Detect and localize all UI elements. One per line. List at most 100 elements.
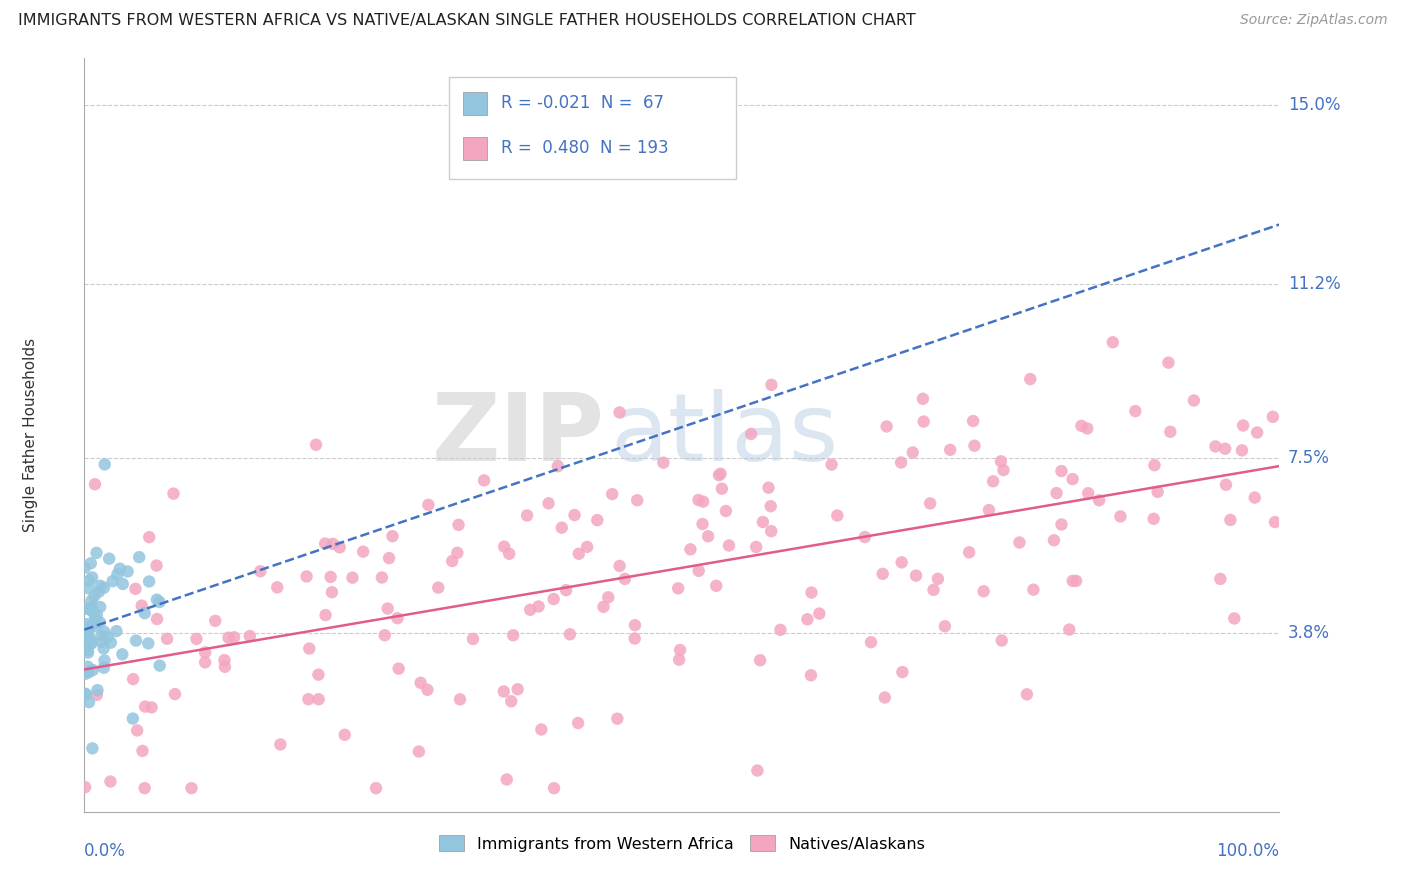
Point [128,550,150,565]
Point [89,579,111,593]
Point [388,662,411,676]
Point [107,567,129,582]
Point [1043,533,1066,548]
Point [387,611,409,625]
Point [494,540,516,554]
Point [912,415,935,429]
Point [1101,335,1123,350]
Text: 7.5%: 7.5% [1288,450,1330,467]
Point [136,636,159,650]
Point [609,558,631,573]
Point [214,653,236,667]
Point [679,542,702,557]
Point [321,585,343,599]
Point [1077,486,1099,500]
Point [97,630,120,644]
Point [111,577,134,591]
Point [495,772,517,787]
Point [89,615,111,630]
Point [305,438,328,452]
Point [1050,464,1073,478]
Point [117,565,139,579]
Text: 15.0%: 15.0% [1288,96,1340,114]
Point [249,564,271,578]
Point [623,632,645,646]
Point [745,540,768,554]
Point [308,692,330,706]
Point [80,594,103,608]
Point [609,405,631,419]
Point [688,492,710,507]
Point [1213,442,1236,456]
Point [77,630,100,644]
Point [146,592,169,607]
Point [1088,493,1111,508]
Point [121,712,143,726]
Text: IMMIGRANTS FROM WESTERN AFRICA VS NATIVE/ALASKAN SINGLE FATHER HOUSEHOLDS CORREL: IMMIGRANTS FROM WESTERN AFRICA VS NATIVE… [18,13,917,29]
Point [418,498,440,512]
Point [939,442,962,457]
Point [378,551,401,566]
Point [820,458,842,472]
Point [613,572,636,586]
Point [447,517,470,532]
Point [138,530,160,544]
Point [890,555,912,569]
Point [186,632,208,646]
Point [86,546,108,560]
Point [1064,574,1087,588]
Point [1146,484,1168,499]
Point [148,595,170,609]
FancyBboxPatch shape [449,77,735,178]
Point [80,600,103,615]
Point [761,524,783,538]
Point [364,781,387,796]
Point [934,619,956,633]
Point [449,692,471,706]
Point [77,574,100,588]
Point [127,723,149,738]
Point [567,716,589,731]
Point [1182,393,1205,408]
Point [1125,404,1147,418]
Point [131,744,153,758]
Point [1261,409,1284,424]
Point [1062,574,1084,588]
Point [269,738,291,752]
Point [93,641,115,656]
Point [876,419,898,434]
Point [145,558,167,573]
Point [82,604,104,618]
Point [93,661,115,675]
Point [990,454,1012,468]
Point [87,584,110,599]
Point [90,628,112,642]
Point [1045,486,1067,500]
Point [134,699,156,714]
Point [1219,513,1241,527]
Point [73,780,96,795]
Point [75,628,97,642]
Point [138,574,160,589]
Text: R = -0.021  N =  67: R = -0.021 N = 67 [501,95,664,112]
Point [800,585,823,599]
Point [342,571,364,585]
Point [707,468,730,483]
Point [1143,458,1166,473]
Point [80,635,103,649]
Point [905,568,928,582]
Text: 0.0%: 0.0% [84,842,127,860]
Point [84,611,107,625]
Point [446,546,468,560]
Point [381,529,404,543]
Point [911,392,934,406]
Point [86,607,108,622]
Legend: Immigrants from Western Africa, Natives/Alaskans: Immigrants from Western Africa, Natives/… [433,829,931,858]
Point [555,583,578,598]
Point [83,589,105,603]
Point [77,626,100,640]
Point [808,607,831,621]
Point [547,459,569,474]
Point [1232,418,1254,433]
Point [80,637,103,651]
